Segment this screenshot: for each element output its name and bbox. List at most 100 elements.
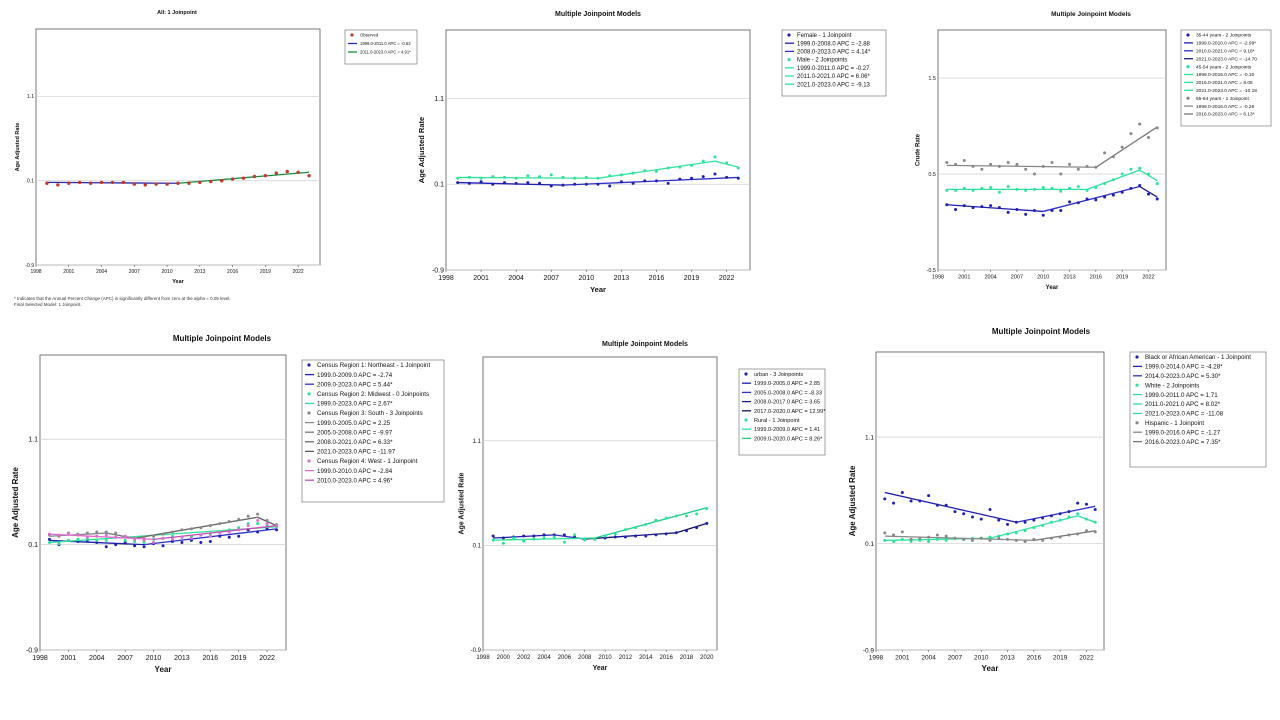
data-point bbox=[596, 176, 600, 180]
legend-label: 2009.0-2023.0 APC = 5.44* bbox=[317, 381, 393, 388]
fit-segment bbox=[457, 176, 599, 179]
y-tick-label: -0.9 bbox=[432, 267, 444, 274]
fit-segment bbox=[594, 507, 707, 539]
data-point bbox=[944, 538, 948, 542]
data-point bbox=[634, 526, 638, 530]
data-point bbox=[170, 539, 174, 543]
chart-panel-1: -0.9 0.1 1.1 1998 2001 2004 2007 2010 2013 2016 20… bbox=[15, 10, 418, 285]
data-point bbox=[573, 176, 577, 180]
data-point bbox=[165, 182, 169, 186]
data-point bbox=[1068, 162, 1072, 166]
legend-label: 2015.0-2021.0 APC = 8.05 bbox=[1196, 80, 1253, 86]
legend-entry: Rural - 1 Joinpoint bbox=[744, 418, 800, 424]
legend-label: 2011.0-2021.0 APC = 8.02* bbox=[1145, 401, 1221, 408]
legend-label: 2021.0-2023.0 APC = -11.97 bbox=[317, 449, 396, 456]
data-point bbox=[644, 522, 648, 526]
legend-box bbox=[301, 359, 445, 503]
fit-segment bbox=[457, 181, 563, 186]
legend-box bbox=[1180, 29, 1272, 127]
x-tick-label: 1998 bbox=[476, 655, 490, 661]
data-point bbox=[104, 545, 108, 549]
data-point bbox=[892, 501, 896, 505]
legend: Census Region 1: Northeast - 1 Joinpoint… bbox=[301, 359, 445, 503]
data-point bbox=[1032, 208, 1036, 212]
series-female bbox=[456, 172, 740, 188]
y-tick-label: 0.1 bbox=[434, 182, 444, 189]
plot-frame bbox=[937, 29, 1167, 271]
x-tick-label: 2007 bbox=[129, 269, 140, 275]
legend-label: Census Region 4: West - 1 Joinpoint bbox=[317, 458, 418, 465]
data-point bbox=[57, 542, 61, 546]
data-point bbox=[133, 544, 137, 548]
legend-entry: 1999.0-2010.0 APC = -2.99* bbox=[1184, 41, 1256, 47]
data-point bbox=[654, 179, 658, 183]
data-point bbox=[1006, 522, 1010, 526]
legend-marker bbox=[744, 372, 748, 376]
data-point bbox=[45, 181, 49, 185]
series-55-64-years bbox=[945, 122, 1159, 176]
x-tick-label: 2007 bbox=[543, 275, 559, 282]
data-point bbox=[1014, 531, 1018, 535]
x-tick-label: 2001 bbox=[895, 655, 910, 662]
legend-label: 2005.0-2008.0 APC = -8.33 bbox=[754, 390, 822, 396]
data-point bbox=[705, 507, 709, 511]
data-point bbox=[1155, 126, 1159, 130]
data-point bbox=[275, 524, 279, 528]
data-point bbox=[562, 540, 566, 544]
x-tick-label: 2004 bbox=[984, 275, 996, 281]
x-tick-label: 1998 bbox=[30, 269, 41, 275]
data-point bbox=[246, 514, 250, 518]
legend-entry: Male - 2 Joinpoints bbox=[787, 58, 847, 64]
legend-entry: 45-54 years - 2 Joinpoints bbox=[1186, 64, 1252, 70]
data-point bbox=[501, 536, 505, 540]
legend-entry: 35-44 years - 2 Joinpoints bbox=[1186, 33, 1252, 39]
legend-marker bbox=[307, 411, 311, 415]
y-tick-label: -0.5 bbox=[927, 268, 936, 274]
data-point bbox=[237, 526, 241, 530]
data-point bbox=[918, 538, 922, 542]
fit-segment bbox=[597, 160, 716, 179]
data-point bbox=[1024, 212, 1028, 216]
x-tick-label: 2001 bbox=[61, 655, 77, 662]
data-point bbox=[695, 512, 699, 516]
data-point bbox=[491, 538, 495, 542]
x-tick-label: 2010 bbox=[162, 269, 173, 275]
legend-entry: 2015.0-2021.0 APC = 8.05 bbox=[1184, 80, 1253, 86]
legend-label: 1999.0-2008.0 APC = -2.88 bbox=[797, 41, 871, 47]
legend-entry: 1999.0-2015.0 APC = -0.10 bbox=[1184, 72, 1255, 78]
data-point bbox=[1006, 532, 1010, 536]
x-tick-label: 2004 bbox=[921, 655, 936, 662]
legend-entry: Hispanic - 1 Joinpoint bbox=[1135, 420, 1204, 427]
legend-label: 1999.0-2010.0 APC = -2.99* bbox=[1196, 41, 1256, 47]
data-point bbox=[170, 530, 174, 534]
plot-frame bbox=[39, 354, 287, 651]
legend-marker bbox=[1186, 96, 1190, 100]
data-point bbox=[1041, 516, 1045, 520]
legend-label: 2016.0-2023.0 APC = 6.13* bbox=[1196, 112, 1255, 118]
y-tick-label: -0.9 bbox=[471, 648, 482, 654]
data-point bbox=[180, 535, 184, 539]
legend-entry: 1999.0-2023.0 APC = 2.67* bbox=[305, 401, 393, 408]
data-point bbox=[142, 541, 146, 545]
data-point bbox=[736, 176, 740, 180]
data-point bbox=[208, 524, 212, 528]
data-point bbox=[132, 182, 137, 186]
y-tick-label: 1.1 bbox=[28, 437, 38, 444]
data-point bbox=[1120, 145, 1124, 149]
x-tick-label: 2013 bbox=[1063, 275, 1075, 281]
data-point bbox=[542, 533, 546, 537]
data-point bbox=[988, 538, 992, 542]
data-point bbox=[561, 183, 565, 187]
data-point bbox=[1067, 515, 1071, 519]
data-point bbox=[501, 541, 505, 545]
chart-title: All: 1 Joinpoint bbox=[157, 10, 197, 16]
data-point bbox=[1076, 167, 1080, 171]
data-point bbox=[1041, 213, 1045, 217]
legend-entry: Census Region 3: South - 3 Joinpoints bbox=[307, 410, 423, 417]
fit-segment bbox=[946, 164, 1096, 168]
data-point bbox=[265, 522, 269, 526]
data-point bbox=[252, 174, 257, 179]
data-point bbox=[265, 518, 269, 522]
data-point bbox=[962, 186, 966, 190]
legend-entry: 2005.0-2008.0 APC = -9.97 bbox=[305, 429, 393, 436]
